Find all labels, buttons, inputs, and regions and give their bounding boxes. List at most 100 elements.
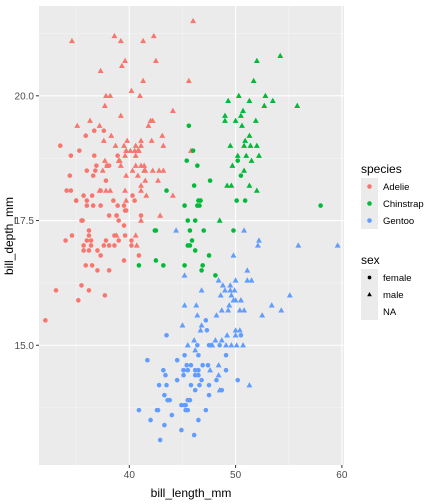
point-gentoo-male — [213, 312, 220, 318]
point-gentoo-male — [217, 292, 224, 298]
point-adelie-male — [150, 32, 157, 39]
point-gentoo-male — [184, 342, 191, 348]
sex-legend-title: sex — [361, 253, 380, 267]
legend-key-male — [367, 292, 372, 297]
point-adelie-male — [190, 17, 197, 24]
point-gentoo-male — [295, 242, 302, 248]
point-adelie-female — [112, 233, 117, 238]
point-chinstrap-female — [189, 238, 195, 243]
point-gentoo-female — [164, 382, 169, 388]
point-gentoo-male — [181, 302, 188, 308]
point-gentoo-female — [169, 412, 175, 418]
point-gentoo-male — [237, 297, 244, 303]
point-adelie-female — [129, 243, 134, 248]
point-chinstrap-female — [234, 198, 239, 203]
point-gentoo-male — [241, 307, 248, 313]
point-adelie-male — [156, 167, 163, 173]
point-gentoo-male — [192, 347, 199, 353]
point-adelie-female — [53, 288, 59, 293]
point-chinstrap-female — [206, 253, 212, 258]
point-adelie-male — [133, 242, 140, 248]
point-adelie-female — [81, 248, 86, 253]
point-gentoo-male — [212, 337, 219, 343]
point-adelie-male — [117, 112, 124, 118]
point-gentoo-female — [200, 362, 205, 368]
point-chinstrap-female — [182, 263, 187, 268]
point-chinstrap-male — [277, 52, 284, 59]
point-gentoo-female — [196, 372, 201, 378]
point-gentoo-female — [184, 362, 190, 368]
point-adelie-male — [138, 142, 144, 148]
point-gentoo-male — [181, 272, 188, 278]
x-axis-title: bill_length_mm — [151, 486, 232, 500]
point-adelie-female — [95, 268, 100, 273]
point-adelie-male — [122, 57, 129, 64]
legend-key-gentoo — [367, 218, 372, 223]
point-adelie-female — [76, 298, 81, 303]
point-adelie-male — [100, 137, 107, 143]
point-chinstrap-female — [318, 203, 323, 208]
point-chinstrap-female — [187, 228, 193, 233]
point-adelie-female — [80, 218, 85, 223]
point-gentoo-female — [161, 367, 166, 373]
point-adelie-female — [63, 238, 68, 243]
point-gentoo-female — [181, 367, 186, 373]
point-adelie-female — [90, 203, 96, 208]
point-adelie-female — [84, 203, 90, 208]
point-chinstrap-male — [253, 187, 260, 193]
point-adelie-male — [107, 187, 114, 193]
point-gentoo-female — [223, 352, 229, 358]
point-chinstrap-male — [229, 162, 236, 168]
point-gentoo-male — [233, 342, 240, 348]
point-chinstrap-female — [192, 218, 198, 223]
y-tick-label: 15.0 — [15, 341, 35, 352]
point-adelie-male — [123, 147, 130, 153]
point-adelie-male — [169, 107, 176, 113]
point-chinstrap-female — [186, 123, 192, 129]
point-chinstrap-female — [199, 268, 204, 273]
point-gentoo-female — [163, 372, 168, 378]
legend-key-female — [367, 275, 372, 280]
point-gentoo-male — [191, 337, 198, 343]
point-gentoo-female — [204, 327, 210, 333]
point-chinstrap-female — [191, 183, 197, 188]
point-chinstrap-female — [153, 228, 159, 233]
point-gentoo-male — [207, 367, 214, 373]
point-adelie-female — [90, 173, 96, 178]
point-chinstrap-female — [182, 203, 187, 208]
point-gentoo-male — [241, 227, 248, 233]
point-adelie-female — [79, 283, 84, 288]
point-adelie-male — [107, 92, 114, 98]
point-gentoo-female — [185, 367, 191, 373]
point-adelie-male — [134, 172, 141, 178]
point-adelie-male — [97, 67, 104, 74]
point-adelie-male — [160, 142, 167, 148]
point-adelie-male — [137, 92, 143, 98]
point-chinstrap-female — [161, 263, 166, 268]
point-gentoo-male — [231, 287, 238, 293]
point-adelie-male — [138, 217, 144, 223]
y-tick-label: 20.0 — [15, 91, 35, 102]
point-adelie-male — [134, 147, 141, 153]
point-adelie-female — [86, 233, 92, 238]
point-gentoo-female — [174, 377, 180, 383]
legend-key-box — [361, 303, 378, 320]
point-adelie-male — [138, 182, 144, 188]
point-adelie-female — [91, 128, 97, 134]
point-gentoo-male — [215, 277, 222, 283]
point-adelie-male — [143, 192, 150, 198]
point-chinstrap-male — [253, 142, 260, 148]
point-adelie-female — [68, 188, 74, 193]
point-adelie-male — [138, 187, 144, 193]
point-gentoo-male — [223, 342, 229, 348]
point-gentoo-male — [232, 332, 239, 338]
species-legend-title: species — [361, 162, 402, 176]
point-gentoo-male — [240, 342, 246, 348]
point-adelie-female — [67, 173, 73, 178]
point-adelie-male — [138, 162, 144, 168]
point-adelie-female — [86, 248, 92, 253]
point-chinstrap-male — [246, 132, 253, 138]
point-adelie-female — [112, 243, 117, 248]
point-adelie-female — [106, 268, 112, 273]
point-gentoo-male — [286, 292, 293, 298]
